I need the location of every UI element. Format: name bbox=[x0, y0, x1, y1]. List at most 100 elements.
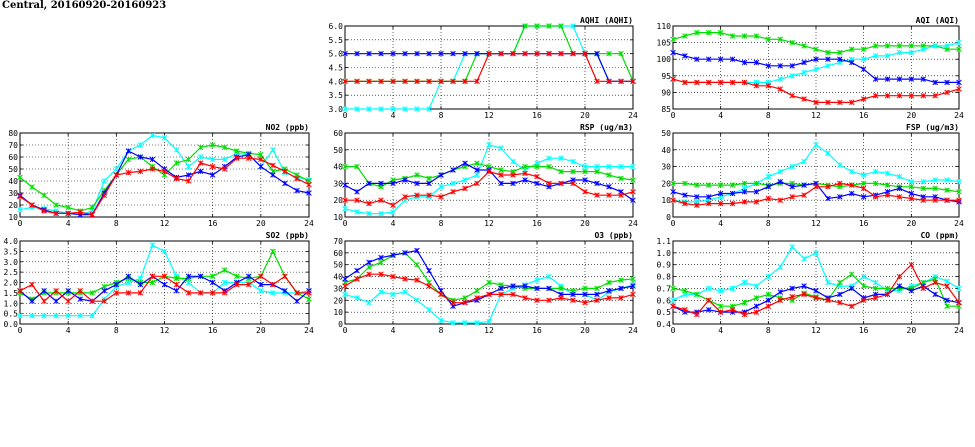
data-point bbox=[282, 273, 288, 280]
data-point bbox=[426, 78, 432, 85]
data-point bbox=[246, 281, 252, 288]
chart-title: CO (ppm) bbox=[920, 231, 959, 240]
data-point bbox=[510, 283, 516, 289]
data-point bbox=[848, 99, 855, 106]
data-point bbox=[825, 195, 831, 202]
data-point bbox=[860, 66, 867, 72]
data-point bbox=[89, 290, 96, 296]
data-point bbox=[474, 295, 480, 301]
data-point bbox=[89, 204, 96, 211]
data-point bbox=[908, 184, 915, 190]
data-point bbox=[848, 303, 855, 309]
data-point bbox=[450, 78, 456, 85]
y-tick-label: 30 bbox=[8, 189, 18, 198]
data-point bbox=[294, 175, 300, 182]
x-tick-label: 8 bbox=[114, 326, 119, 335]
chart-title: FSP (ug/m3) bbox=[906, 123, 959, 132]
data-point bbox=[813, 56, 819, 62]
data-point bbox=[510, 291, 516, 298]
data-point bbox=[270, 147, 276, 153]
data-point bbox=[462, 299, 468, 306]
data-point bbox=[270, 248, 276, 255]
x-tick-label: 24 bbox=[628, 219, 638, 228]
data-point bbox=[474, 160, 480, 166]
data-point bbox=[813, 46, 819, 52]
data-point bbox=[801, 182, 807, 188]
data-point bbox=[729, 56, 736, 62]
data-point bbox=[932, 279, 938, 286]
data-point bbox=[682, 200, 688, 207]
data-point bbox=[896, 283, 903, 289]
y-tick-label: 30 bbox=[661, 163, 671, 172]
x-tick-label: 0 bbox=[343, 326, 348, 335]
data-point bbox=[258, 151, 264, 158]
data-point bbox=[944, 187, 950, 193]
data-point bbox=[438, 291, 444, 298]
data-point bbox=[813, 288, 819, 294]
data-point bbox=[729, 200, 736, 207]
data-point bbox=[161, 281, 168, 288]
y-tick-label: 30 bbox=[333, 179, 343, 188]
data-point bbox=[837, 49, 843, 56]
data-point bbox=[618, 285, 624, 292]
data-point bbox=[546, 285, 552, 292]
data-point bbox=[789, 163, 795, 170]
data-point bbox=[860, 96, 867, 102]
data-point bbox=[777, 63, 784, 69]
series-line bbox=[670, 49, 962, 86]
data-point bbox=[486, 168, 492, 175]
data-point bbox=[606, 163, 612, 170]
data-point bbox=[729, 182, 736, 188]
data-point bbox=[741, 279, 748, 286]
data-point bbox=[682, 53, 688, 59]
data-point bbox=[920, 285, 927, 292]
x-tick-label: 20 bbox=[256, 326, 266, 335]
data-point bbox=[582, 285, 588, 292]
data-point bbox=[197, 154, 204, 160]
data-point bbox=[197, 144, 204, 151]
data-point bbox=[789, 194, 795, 200]
data-point bbox=[498, 167, 504, 173]
data-point bbox=[813, 184, 819, 190]
data-point bbox=[125, 290, 132, 296]
x-tick-label: 4 bbox=[66, 326, 71, 335]
y-tick-label: 50 bbox=[661, 129, 671, 138]
data-point bbox=[789, 285, 795, 292]
y-tick-label: 20 bbox=[333, 296, 343, 305]
data-point bbox=[414, 172, 420, 178]
x-tick-label: 16 bbox=[532, 219, 542, 228]
data-point bbox=[896, 185, 903, 192]
data-point bbox=[860, 180, 867, 187]
data-point bbox=[342, 197, 348, 203]
data-point bbox=[390, 50, 396, 57]
data-point bbox=[729, 33, 736, 39]
x-tick-label: 8 bbox=[439, 111, 444, 120]
data-point bbox=[390, 252, 396, 258]
data-point bbox=[221, 290, 228, 296]
data-point bbox=[801, 43, 807, 49]
x-tick-label: 12 bbox=[811, 111, 821, 120]
data-point bbox=[777, 289, 784, 295]
series-line bbox=[342, 50, 636, 85]
data-point bbox=[414, 78, 420, 85]
data-point bbox=[682, 180, 688, 187]
y-tick-label: 60 bbox=[333, 249, 343, 258]
data-point bbox=[462, 185, 468, 192]
data-point bbox=[546, 297, 552, 304]
x-tick-label: 4 bbox=[391, 111, 396, 120]
data-point bbox=[777, 178, 784, 185]
data-point bbox=[510, 172, 516, 178]
data-point bbox=[354, 197, 360, 203]
data-point bbox=[366, 259, 372, 266]
data-point bbox=[209, 279, 216, 286]
data-point bbox=[630, 78, 636, 85]
data-point bbox=[354, 209, 360, 215]
data-point bbox=[717, 309, 724, 315]
data-point bbox=[29, 298, 35, 304]
data-point bbox=[570, 50, 576, 57]
data-point bbox=[450, 189, 456, 195]
data-point bbox=[860, 297, 867, 304]
data-point bbox=[53, 298, 59, 304]
data-point bbox=[101, 283, 108, 290]
data-point bbox=[618, 295, 624, 301]
